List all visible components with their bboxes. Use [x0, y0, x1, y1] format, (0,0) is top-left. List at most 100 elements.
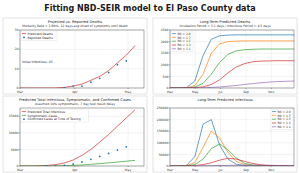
data-line	[170, 158, 294, 166]
legend: R0 = 2.0R0 = 1.7R0 = 1.5R0 = 1.3R0 = 1.1	[171, 31, 193, 52]
legend-label: R0 = 1.1	[278, 125, 291, 129]
x-tick-label: May	[192, 168, 199, 172]
y-tick-label: 5000	[11, 148, 19, 152]
grid-line	[20, 68, 144, 69]
plot-area	[170, 108, 294, 166]
y-tick-label: 10000	[9, 131, 19, 135]
plot-area	[20, 30, 144, 88]
axes-frame	[170, 108, 294, 166]
panel-frame	[153, 18, 297, 94]
panel: Long-Term Predicted DeathsIncubation Per…	[153, 18, 297, 94]
y-tick-label: 200000	[157, 118, 169, 122]
y-tick-label: 50000	[159, 153, 169, 157]
data-line	[170, 131, 294, 166]
panel: Predicted Total Infectious, Symptomatic,…	[3, 96, 147, 172]
data-point	[125, 60, 127, 62]
data-line	[170, 120, 294, 166]
y-tick-label: 15000	[9, 114, 19, 118]
grid-line	[271, 30, 272, 88]
legend-swatch	[272, 123, 276, 124]
chart-title: Long-Term Predicted Infectious	[197, 98, 252, 102]
data-line	[20, 45, 135, 88]
x-tick-label: Mar	[167, 168, 174, 172]
data-point	[81, 161, 83, 163]
y-tick-label: 2500	[161, 28, 169, 32]
figure-title: Fitting NBD-SEIR model to El Paso County…	[44, 4, 255, 13]
grid-line	[220, 108, 221, 166]
legend-swatch	[22, 33, 26, 34]
grid-line	[170, 131, 294, 132]
axes-frame	[20, 30, 144, 88]
data-point	[117, 64, 119, 66]
legend-swatch	[172, 33, 176, 34]
x-tick-label: Nov	[268, 168, 274, 172]
legend-swatch	[172, 41, 176, 42]
panel-frame	[3, 96, 147, 172]
grid-line	[20, 49, 144, 50]
data-line	[170, 61, 294, 88]
grid-line	[128, 30, 129, 88]
chart-subtitle: Incubation Period = 5.1 days / Infectiou…	[179, 24, 271, 28]
annotation: Initial Infectious: 45	[22, 60, 53, 64]
legend-box	[171, 31, 193, 52]
axes-frame	[20, 108, 144, 166]
data-point	[81, 85, 83, 87]
data-layer	[20, 110, 135, 166]
legend-box	[271, 109, 293, 130]
x-tick-label: May	[125, 168, 132, 172]
data-point	[99, 77, 101, 79]
x-tick-label: Mar	[17, 90, 24, 94]
grid-line	[195, 108, 196, 166]
grid-line	[246, 108, 247, 166]
x-tick-label: Mar	[17, 168, 24, 172]
legend: Predicted Total InfectiousSymptomatic Ca…	[21, 109, 89, 122]
data-point	[72, 163, 74, 165]
data-line	[20, 110, 135, 166]
data-point	[90, 81, 92, 83]
grid-line	[170, 76, 294, 77]
axes-frame	[170, 30, 294, 88]
legend-box	[21, 109, 89, 122]
data-point	[125, 146, 127, 148]
plot-area	[170, 30, 294, 88]
data-line	[170, 41, 294, 88]
grid-line	[74, 30, 75, 88]
data-point	[99, 155, 101, 157]
x-tick-label: May	[125, 90, 132, 94]
legend-swatch	[272, 115, 276, 116]
legend: R0 = 2.0R0 = 1.7R0 = 1.5R0 = 1.3R0 = 1.1	[271, 109, 293, 130]
data-line	[170, 81, 294, 88]
grid-line	[170, 142, 294, 143]
x-tick-label: Nov	[268, 90, 274, 94]
grid-line	[246, 30, 247, 88]
legend-label: R0 = 1.1	[178, 47, 191, 51]
data-point	[108, 72, 110, 74]
data-point	[72, 85, 74, 87]
legend-swatch	[22, 115, 26, 116]
chart-subtitle: Mortality Rate = 1.80%, 12 days avg onse…	[22, 24, 127, 28]
y-tick-label: 150000	[157, 129, 169, 133]
x-tick-label: Jul	[218, 168, 223, 172]
panel-frame	[3, 18, 147, 94]
legend-swatch	[172, 45, 176, 46]
legend: Predicted DeathsReported Deaths	[21, 31, 57, 40]
legend-swatch	[272, 111, 276, 112]
data-point	[90, 158, 92, 160]
data-layer	[20, 45, 135, 88]
x-tick-label: Sep	[243, 168, 249, 172]
data-point	[63, 164, 65, 166]
x-tick-label: Mar	[167, 90, 174, 94]
data-line	[170, 49, 294, 88]
data-line	[20, 160, 135, 166]
y-tick-label: 2000	[161, 40, 169, 44]
legend-label: Confirmed Cases at Time of Testing	[28, 117, 81, 121]
y-tick-label: 20	[15, 47, 19, 51]
data-layer	[170, 35, 294, 88]
legend-swatch	[172, 37, 176, 38]
x-tick-label: Jul	[218, 90, 223, 94]
y-tick-label: 500	[163, 75, 169, 79]
legend-swatch	[23, 118, 25, 120]
y-tick-label: 100000	[157, 141, 169, 145]
y-tick-label: 10	[15, 67, 19, 71]
plot-area	[20, 108, 144, 166]
